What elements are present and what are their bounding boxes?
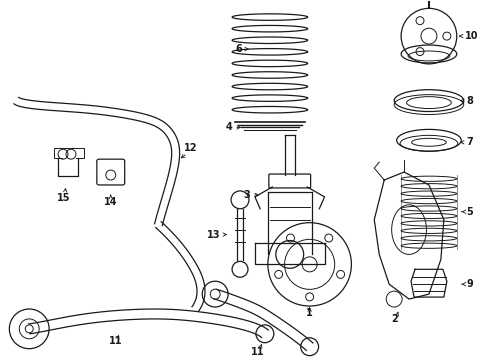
Text: 12: 12 [184, 143, 197, 153]
Text: 4: 4 [225, 122, 232, 132]
Text: 10: 10 [465, 31, 478, 41]
Text: 3: 3 [243, 190, 250, 200]
Text: 14: 14 [104, 197, 118, 207]
Text: 13: 13 [207, 230, 220, 239]
Text: 1: 1 [306, 308, 313, 318]
Text: 11: 11 [109, 336, 122, 346]
Text: 2: 2 [391, 314, 397, 324]
Text: 7: 7 [467, 137, 473, 147]
Text: 5: 5 [467, 207, 473, 217]
Text: 11: 11 [251, 347, 265, 357]
Text: 6: 6 [235, 44, 242, 54]
Text: 8: 8 [467, 96, 474, 105]
Text: 15: 15 [57, 193, 71, 203]
Text: 9: 9 [467, 279, 473, 289]
